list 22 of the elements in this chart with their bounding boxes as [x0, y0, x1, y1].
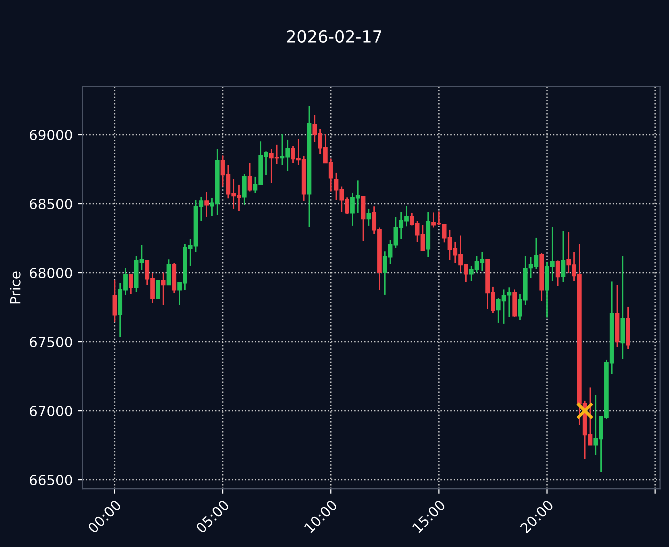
- y-tick-label: 67000: [30, 406, 72, 417]
- candlestick: [166, 258, 172, 286]
- y-tick-label: 68000: [30, 268, 72, 278]
- y-axis-title: Price: [10, 272, 21, 304]
- y-tick-label: 69000: [30, 130, 72, 140]
- candlestick: [128, 274, 134, 296]
- candlestick: [507, 286, 512, 318]
- y-tick-label: 66500: [30, 475, 72, 486]
- chart-title: 2026-02-17: [287, 30, 382, 43]
- candlestick: [112, 280, 118, 323]
- candlestick: [366, 208, 372, 227]
- candlestick: [161, 272, 166, 306]
- y-tick-label: 68500: [30, 198, 72, 210]
- y-tick-label: 67500: [30, 337, 72, 348]
- candlestick: [156, 280, 160, 300]
- candlestick: [512, 289, 518, 318]
- candlestick: [561, 230, 566, 283]
- candlestick: [248, 162, 252, 192]
- candlestick: [242, 173, 247, 206]
- candlestick: [556, 260, 560, 287]
- candlestick: [361, 196, 366, 242]
- candlestick: [204, 191, 209, 218]
